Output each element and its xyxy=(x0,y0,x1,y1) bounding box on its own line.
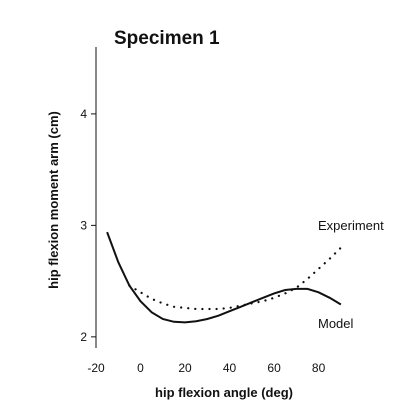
experiment-annotation: Experiment xyxy=(318,218,384,233)
tick-group: 2 3 4 -20 0 20 40 60 80 xyxy=(80,107,325,375)
x-axis-label: hip flexion angle (deg) xyxy=(155,385,293,400)
x-tick-label: -20 xyxy=(87,361,105,375)
x-tick-label: 20 xyxy=(178,361,192,375)
series-layer xyxy=(106,231,342,324)
x-tick-label: 80 xyxy=(312,361,326,375)
model-line xyxy=(106,231,342,324)
x-tick-label: 40 xyxy=(223,361,237,375)
x-tick-label: 60 xyxy=(267,361,281,375)
y-tick-label: 4 xyxy=(80,107,87,121)
y-tick-label: 2 xyxy=(80,330,87,344)
experiment-line xyxy=(128,246,342,311)
y-axis-label: hip flexion moment arm (cm) xyxy=(46,111,61,289)
chart-title: Specimen 1 xyxy=(114,28,220,49)
model-annotation: Model xyxy=(318,316,354,331)
x-tick-label: 0 xyxy=(137,361,144,375)
y-tick-label: 3 xyxy=(80,218,87,232)
